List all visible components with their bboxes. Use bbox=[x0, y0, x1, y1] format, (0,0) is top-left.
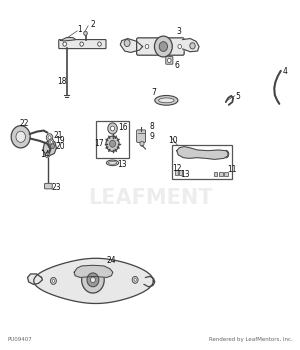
Circle shape bbox=[84, 31, 87, 35]
Ellipse shape bbox=[159, 98, 174, 103]
Polygon shape bbox=[120, 38, 142, 52]
Polygon shape bbox=[74, 265, 113, 278]
Text: 7: 7 bbox=[151, 88, 156, 97]
Polygon shape bbox=[43, 140, 56, 155]
Text: 2: 2 bbox=[91, 21, 95, 29]
Circle shape bbox=[110, 140, 116, 147]
Circle shape bbox=[124, 40, 130, 47]
Polygon shape bbox=[183, 38, 199, 52]
Text: 13: 13 bbox=[117, 160, 127, 169]
Text: 10: 10 bbox=[168, 136, 178, 145]
Text: 22: 22 bbox=[19, 119, 29, 128]
Polygon shape bbox=[61, 37, 76, 41]
Polygon shape bbox=[28, 274, 42, 284]
Circle shape bbox=[50, 278, 56, 284]
Text: 19: 19 bbox=[55, 136, 64, 146]
Circle shape bbox=[48, 136, 51, 139]
Text: 14: 14 bbox=[40, 150, 50, 159]
Text: 12: 12 bbox=[172, 164, 182, 173]
Text: 17: 17 bbox=[94, 139, 104, 148]
Text: 16: 16 bbox=[118, 122, 128, 132]
Bar bbox=[219, 172, 223, 176]
Ellipse shape bbox=[106, 160, 119, 166]
Text: 21: 21 bbox=[54, 131, 63, 140]
Text: 23: 23 bbox=[51, 183, 61, 192]
Circle shape bbox=[46, 134, 53, 141]
Circle shape bbox=[134, 279, 136, 281]
Circle shape bbox=[106, 136, 119, 152]
Circle shape bbox=[167, 58, 171, 63]
Polygon shape bbox=[144, 276, 155, 287]
Text: Rendered by LeafMentors, Inc.: Rendered by LeafMentors, Inc. bbox=[209, 337, 293, 342]
Polygon shape bbox=[34, 258, 153, 303]
Ellipse shape bbox=[108, 161, 117, 164]
Circle shape bbox=[16, 131, 26, 142]
Text: 1: 1 bbox=[77, 25, 82, 34]
Bar bbox=[175, 170, 178, 175]
Text: 6: 6 bbox=[175, 61, 179, 70]
Text: 20: 20 bbox=[56, 142, 65, 151]
FancyBboxPatch shape bbox=[59, 40, 106, 49]
Circle shape bbox=[11, 126, 30, 148]
Text: 8: 8 bbox=[149, 122, 154, 131]
Bar bbox=[179, 170, 182, 175]
Circle shape bbox=[178, 44, 181, 49]
Circle shape bbox=[154, 36, 172, 57]
Bar bbox=[214, 172, 217, 176]
FancyBboxPatch shape bbox=[136, 130, 146, 142]
Text: 11: 11 bbox=[227, 164, 237, 174]
Circle shape bbox=[145, 44, 149, 49]
Text: 18: 18 bbox=[57, 77, 67, 86]
Text: 13: 13 bbox=[180, 170, 189, 180]
Circle shape bbox=[87, 273, 99, 287]
Ellipse shape bbox=[155, 96, 178, 105]
Text: 24: 24 bbox=[106, 256, 116, 265]
Text: LEAFMENT: LEAFMENT bbox=[88, 188, 212, 208]
Circle shape bbox=[49, 139, 54, 145]
Circle shape bbox=[98, 42, 101, 46]
Bar bbox=[224, 172, 228, 176]
Text: PU09407: PU09407 bbox=[7, 337, 32, 342]
Circle shape bbox=[91, 277, 95, 283]
Text: 5: 5 bbox=[236, 92, 241, 101]
Circle shape bbox=[110, 126, 115, 131]
Bar bbox=[172, 145, 232, 179]
Circle shape bbox=[50, 141, 52, 144]
Circle shape bbox=[132, 276, 138, 284]
Circle shape bbox=[82, 267, 104, 293]
Polygon shape bbox=[177, 147, 228, 159]
FancyBboxPatch shape bbox=[136, 38, 184, 55]
Bar bbox=[96, 121, 129, 158]
Text: 3: 3 bbox=[177, 27, 182, 36]
Circle shape bbox=[63, 42, 67, 46]
Circle shape bbox=[190, 43, 195, 49]
Circle shape bbox=[52, 280, 55, 282]
Circle shape bbox=[45, 152, 50, 158]
FancyBboxPatch shape bbox=[44, 183, 52, 189]
FancyBboxPatch shape bbox=[166, 57, 173, 64]
Circle shape bbox=[140, 141, 144, 146]
Circle shape bbox=[50, 144, 55, 149]
Circle shape bbox=[108, 123, 117, 134]
Text: 4: 4 bbox=[282, 67, 287, 76]
Text: 9: 9 bbox=[149, 132, 154, 141]
Circle shape bbox=[80, 42, 83, 46]
Circle shape bbox=[159, 42, 167, 51]
